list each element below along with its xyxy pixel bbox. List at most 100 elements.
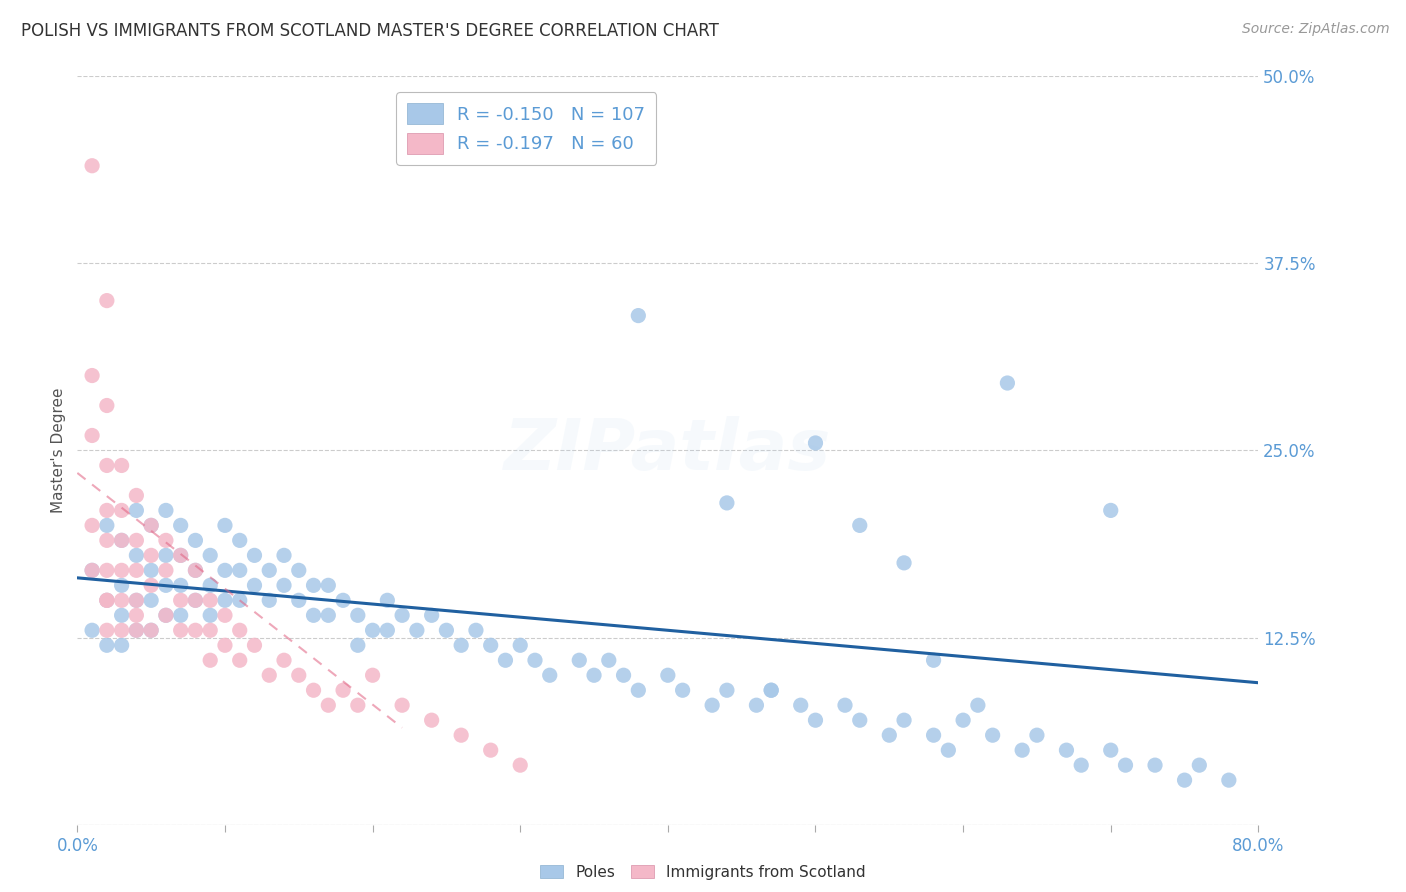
Point [613, 668, 636, 682]
Point [1174, 773, 1197, 788]
Legend: Poles, Immigrants from Scotland: Poles, Immigrants from Scotland [536, 860, 870, 884]
Point [922, 728, 945, 742]
Point [96, 518, 118, 533]
Point [125, 488, 148, 502]
Point [346, 638, 368, 652]
Point [479, 638, 502, 652]
Point [849, 518, 872, 533]
Point [893, 713, 915, 727]
Point [214, 593, 236, 607]
Text: ZIPatlas: ZIPatlas [505, 416, 831, 485]
Point [524, 653, 547, 667]
Point [184, 593, 207, 607]
Point [1070, 758, 1092, 772]
Point [702, 698, 724, 713]
Point [420, 608, 443, 623]
Point [82, 368, 104, 383]
Point [96, 593, 118, 607]
Point [790, 698, 813, 713]
Point [125, 503, 148, 517]
Point [155, 563, 177, 577]
Point [96, 593, 118, 607]
Point [155, 533, 177, 548]
Point [200, 593, 222, 607]
Point [952, 713, 974, 727]
Point [111, 533, 132, 548]
Point [1144, 758, 1167, 772]
Point [273, 549, 295, 563]
Point [170, 549, 193, 563]
Point [1114, 758, 1136, 772]
Point [125, 549, 148, 563]
Point [155, 608, 177, 623]
Point [332, 683, 354, 698]
Point [184, 593, 207, 607]
Point [170, 549, 193, 563]
Point [200, 653, 222, 667]
Point [200, 624, 222, 638]
Point [849, 713, 872, 727]
Point [96, 533, 118, 548]
Point [302, 578, 325, 592]
Point [96, 503, 118, 517]
Point [170, 593, 193, 607]
Point [288, 668, 311, 682]
Point [184, 533, 207, 548]
Point [125, 624, 148, 638]
Point [228, 624, 252, 638]
Point [155, 503, 177, 517]
Point [214, 638, 236, 652]
Point [111, 638, 132, 652]
Point [125, 563, 148, 577]
Point [184, 563, 207, 577]
Point [1099, 743, 1122, 757]
Point [141, 624, 163, 638]
Point [346, 608, 368, 623]
Point [96, 624, 118, 638]
Point [346, 698, 368, 713]
Point [125, 624, 148, 638]
Point [111, 593, 132, 607]
Point [141, 563, 163, 577]
Text: POLISH VS IMMIGRANTS FROM SCOTLAND MASTER'S DEGREE CORRELATION CHART: POLISH VS IMMIGRANTS FROM SCOTLAND MASTE… [21, 22, 718, 40]
Point [170, 608, 193, 623]
Point [479, 743, 502, 757]
Point [745, 698, 768, 713]
Point [214, 608, 236, 623]
Point [200, 578, 222, 592]
Point [82, 563, 104, 577]
Point [420, 713, 443, 727]
Point [111, 563, 132, 577]
Point [509, 638, 531, 652]
Point [922, 653, 945, 667]
Point [967, 698, 990, 713]
Point [125, 533, 148, 548]
Point [214, 518, 236, 533]
Point [141, 624, 163, 638]
Point [228, 563, 252, 577]
Point [879, 728, 901, 742]
Point [627, 309, 650, 323]
Point [672, 683, 695, 698]
Point [406, 624, 429, 638]
Point [302, 683, 325, 698]
Point [893, 556, 915, 570]
Point [450, 638, 472, 652]
Point [657, 668, 679, 682]
Y-axis label: Master's Degree: Master's Degree [51, 388, 66, 513]
Point [200, 549, 222, 563]
Point [273, 653, 295, 667]
Point [1218, 773, 1240, 788]
Point [111, 608, 132, 623]
Point [1056, 743, 1078, 757]
Point [259, 668, 281, 682]
Point [627, 683, 650, 698]
Point [509, 758, 531, 772]
Point [761, 683, 783, 698]
Point [598, 653, 620, 667]
Point [391, 608, 413, 623]
Point [243, 638, 266, 652]
Point [302, 608, 325, 623]
Point [111, 458, 132, 473]
Point [259, 593, 281, 607]
